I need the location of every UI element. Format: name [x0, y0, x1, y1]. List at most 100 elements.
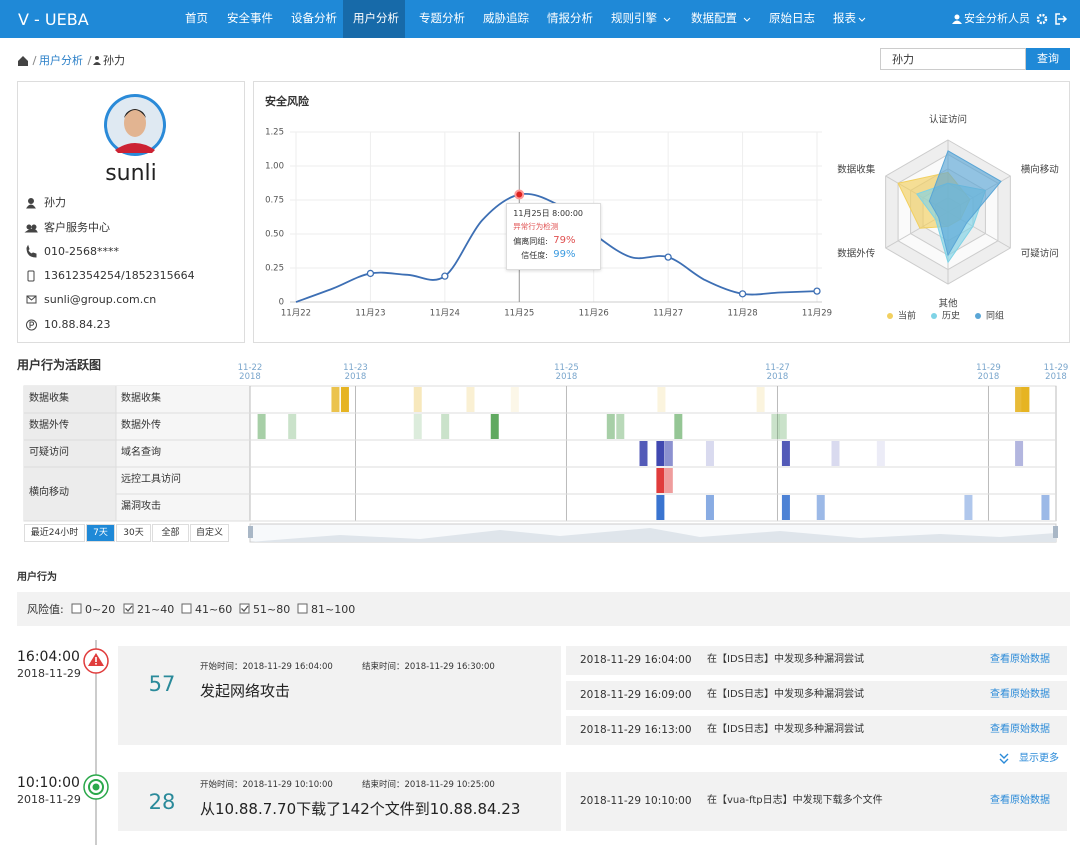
- heat-cell: [664, 468, 673, 493]
- heat-cell: [674, 414, 683, 439]
- nav-item[interactable]: 情报分析: [547, 11, 593, 25]
- range-button[interactable]: 全部: [152, 524, 189, 542]
- nav-item[interactable]: 安全事件: [227, 11, 273, 25]
- range-button[interactable]: 自定义: [190, 524, 229, 542]
- event-end: 结束时间：2018-11-29 10:25:00: [362, 779, 495, 790]
- logout-icon: [1055, 13, 1068, 25]
- nav-item[interactable]: 首页: [185, 11, 208, 25]
- heat-cell: [616, 414, 625, 439]
- point: [514, 189, 525, 200]
- event-title: 从10.88.7.70下载了142个文件到10.88.84.23: [200, 799, 521, 818]
- log-link[interactable]: 查看原始数据: [990, 723, 1050, 735]
- heat-cell: [413, 387, 422, 412]
- point: [813, 287, 821, 295]
- tooltip-event: 异常行为检测: [513, 221, 559, 231]
- point: [738, 290, 747, 298]
- log-link[interactable]: 查看原始数据: [990, 653, 1050, 665]
- profile-field: 客户服务中心: [44, 221, 110, 234]
- search-text: 孙力: [892, 53, 914, 66]
- search-button[interactable]: 查询: [1026, 48, 1070, 70]
- log-text: 在【vua-ftp日志】中发现下载多个文件: [707, 794, 883, 806]
- slider-handle: [1053, 526, 1058, 538]
- filter-option[interactable]: 81~100: [311, 603, 356, 616]
- x-tick-label: 11月23: [355, 309, 385, 319]
- profile-field: 10.88.84.23: [44, 318, 111, 331]
- tooltip-time: 11月25日 8:00:00: [513, 208, 584, 218]
- y-tick-label: 0.75: [265, 196, 284, 206]
- x-tick-label: 11-27 2018: [765, 363, 790, 382]
- event-icon: [95, 657, 97, 662]
- nav-item[interactable]: 设备分析: [291, 11, 337, 25]
- row-label: 数据外传: [121, 420, 161, 431]
- profile-field: sunli@group.com.cn: [44, 293, 157, 306]
- avatar-shirt: [115, 143, 155, 153]
- log-link[interactable]: 查看原始数据: [990, 688, 1050, 700]
- event-icon: [88, 779, 104, 795]
- event-date: 2018-11-29: [17, 793, 81, 806]
- x-tick-label: 11-22 2018: [237, 363, 263, 382]
- separator: [87, 55, 92, 66]
- range-button[interactable]: 最近24小时: [24, 524, 85, 542]
- range-button[interactable]: 30天: [116, 524, 151, 542]
- filter-option[interactable]: 41~60: [195, 603, 233, 616]
- profile-icon: [24, 224, 38, 233]
- filter-option[interactable]: 51~80: [253, 603, 291, 616]
- heat-cell: [876, 441, 885, 466]
- avatar-hair: [124, 109, 146, 118]
- range-button[interactable]: 7天: [86, 524, 115, 542]
- profile-icon: [26, 244, 37, 258]
- section-title: 用户行为活跃图: [17, 358, 102, 372]
- card: [253, 81, 1070, 343]
- row-label: 域名查询: [121, 447, 161, 458]
- nav-item[interactable]: 威胁追踪: [483, 11, 529, 25]
- point: [366, 269, 375, 278]
- heat-cell: [466, 387, 475, 412]
- heat-cell: [781, 441, 790, 466]
- heat-cell: [656, 495, 665, 520]
- nav-item[interactable]: 原始日志: [769, 11, 815, 25]
- x-tick-label: 11-23 2018: [343, 363, 368, 382]
- nav-item[interactable]: 数据配置: [691, 11, 737, 25]
- checkmark: [125, 605, 133, 612]
- username: sunli: [105, 161, 157, 186]
- profile-icon: [26, 198, 36, 209]
- chevron-icon: [999, 753, 1009, 764]
- tooltip-label: 偏离同组:: [513, 236, 548, 246]
- legend-label: 同组: [986, 310, 1004, 322]
- user-icon: [954, 14, 960, 20]
- slider-handle: [248, 526, 253, 538]
- show-more[interactable]: 显示更多: [1019, 753, 1059, 764]
- breadcrumb-link[interactable]: 用户分析: [39, 54, 83, 67]
- x-tick-label: 11月28: [728, 309, 758, 319]
- tooltip-value: 79%: [553, 234, 576, 246]
- log-link[interactable]: 查看原始数据: [990, 794, 1050, 806]
- nav-item[interactable]: 规则引擎: [611, 11, 657, 25]
- separator: [32, 55, 37, 66]
- legend-marker: [887, 313, 893, 319]
- log-text: 在【IDS日志】中发现多种漏洞尝试: [707, 723, 864, 735]
- x-tick-label: 11-29 2018: [976, 363, 1001, 382]
- avatar-face: [124, 109, 146, 137]
- filter-option[interactable]: 21~40: [137, 603, 175, 616]
- log-time: 2018-11-29 16:13:00: [580, 723, 692, 736]
- heat-cell: [340, 387, 349, 412]
- nav-item[interactable]: 报表: [833, 11, 856, 25]
- y-tick-label: 0.50: [265, 230, 284, 240]
- log-item: [566, 716, 1067, 745]
- search-input[interactable]: [880, 48, 1026, 70]
- filter-option[interactable]: 0~20: [85, 603, 116, 616]
- event-score: 28: [148, 789, 176, 814]
- legend-label: 当前: [898, 310, 916, 322]
- heat-cell: [1021, 387, 1030, 412]
- heat-cell: [288, 414, 297, 439]
- nav-item[interactable]: 专题分析: [419, 11, 465, 25]
- group-label: 数据收集: [29, 392, 69, 404]
- profile-icon: [26, 295, 37, 304]
- heat-cell: [771, 414, 780, 439]
- heat-cell: [1015, 441, 1024, 466]
- event-end: 结束时间：2018-11-29 16:30:00: [362, 662, 495, 672]
- nav-item[interactable]: 用户分析: [353, 11, 399, 25]
- user-name[interactable]: 安全分析人员: [964, 12, 1030, 25]
- filter-bar: [17, 592, 1070, 626]
